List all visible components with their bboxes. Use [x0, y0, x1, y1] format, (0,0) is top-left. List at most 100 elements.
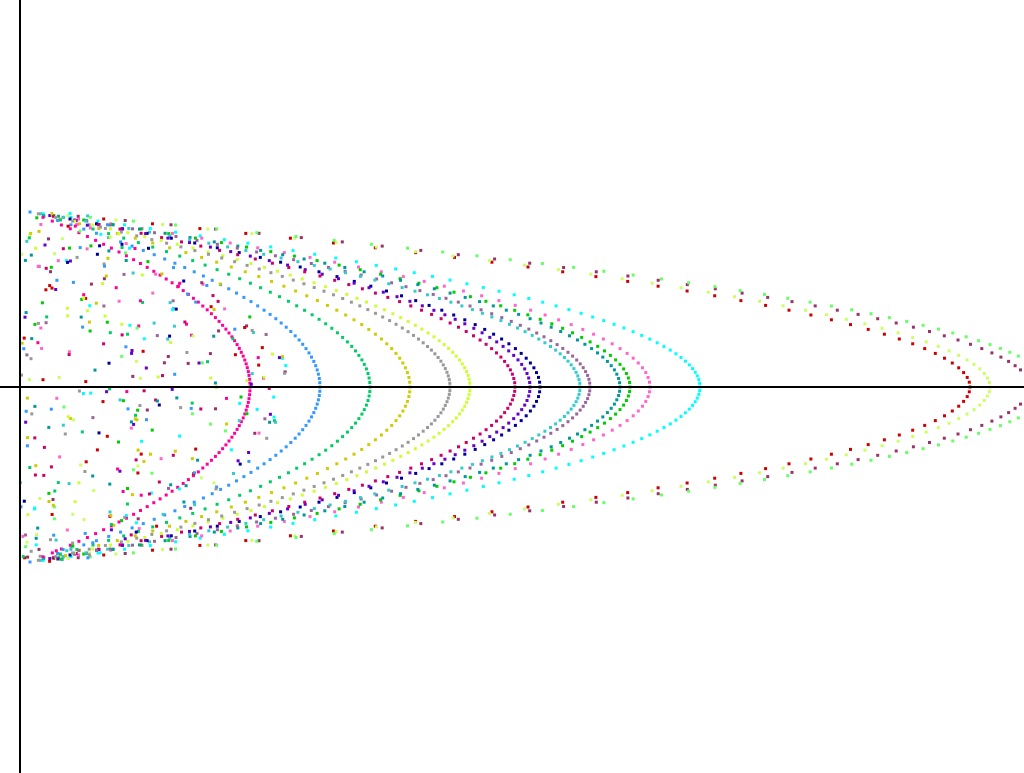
data-point — [123, 223, 126, 227]
data-point — [249, 262, 253, 265]
data-point — [360, 358, 364, 362]
data-point — [40, 301, 44, 305]
data-point — [588, 381, 592, 385]
data-point — [412, 333, 415, 337]
data-point — [155, 334, 159, 338]
data-point — [51, 214, 55, 218]
data-point — [108, 235, 112, 239]
data-point — [205, 462, 209, 466]
data-point — [395, 475, 399, 479]
data-point — [212, 334, 216, 338]
data-point — [998, 424, 1002, 428]
data-point — [257, 267, 261, 271]
data-point — [192, 270, 196, 274]
data-point — [312, 263, 316, 267]
data-point — [569, 323, 573, 327]
data-point — [159, 457, 163, 461]
data-point — [39, 558, 43, 562]
data-point — [360, 287, 364, 291]
data-point — [109, 528, 113, 532]
data-point — [48, 557, 52, 560]
data-point — [641, 404, 644, 408]
data-point — [512, 353, 516, 357]
data-point — [130, 493, 134, 497]
data-point — [307, 351, 311, 355]
data-point — [87, 551, 91, 555]
data-point — [198, 543, 202, 547]
data-point — [279, 321, 283, 325]
data-point — [26, 555, 30, 559]
data-point — [480, 476, 484, 480]
data-point — [398, 300, 402, 304]
data-point — [171, 308, 175, 312]
data-point — [135, 418, 139, 422]
data-point — [96, 223, 100, 227]
data-point — [809, 313, 813, 317]
data-point — [978, 403, 982, 407]
data-point — [527, 327, 531, 331]
data-point — [887, 454, 891, 458]
data-point — [478, 470, 482, 474]
data-point — [928, 441, 931, 444]
data-point — [118, 398, 122, 402]
data-point — [170, 489, 174, 493]
data-point — [554, 304, 558, 308]
data-point — [758, 471, 761, 475]
data-point — [625, 419, 629, 423]
data-point — [173, 372, 177, 376]
data-point — [278, 475, 281, 479]
data-point — [156, 375, 160, 379]
data-point — [624, 399, 628, 402]
data-point — [120, 333, 124, 337]
data-point — [183, 320, 187, 324]
data-point — [179, 245, 183, 249]
data-point — [990, 351, 994, 355]
data-point — [549, 339, 553, 343]
data-point — [260, 346, 264, 350]
data-point — [282, 284, 286, 288]
data-point — [88, 226, 92, 230]
data-point — [22, 347, 26, 351]
data-point — [588, 389, 592, 393]
data-point — [44, 288, 48, 292]
data-point — [344, 457, 348, 461]
data-point — [495, 351, 498, 355]
data-point — [349, 300, 353, 304]
data-point — [250, 372, 254, 376]
data-point — [109, 543, 112, 547]
data-point — [426, 439, 430, 443]
data-point — [518, 323, 522, 327]
data-point — [373, 291, 377, 295]
data-point — [245, 263, 249, 267]
data-point — [136, 517, 140, 521]
data-point — [532, 366, 536, 370]
data-point — [257, 503, 261, 507]
data-point — [510, 398, 514, 402]
data-point — [41, 558, 45, 562]
data-point — [380, 244, 384, 248]
data-point — [590, 347, 594, 351]
data-point — [325, 303, 329, 307]
data-point — [335, 308, 339, 312]
data-point — [317, 500, 321, 504]
data-point — [500, 433, 504, 437]
data-point — [191, 246, 195, 250]
data-point — [679, 484, 683, 488]
data-point — [302, 513, 306, 517]
data-point — [360, 447, 364, 451]
data-point — [543, 313, 547, 317]
data-point — [562, 505, 566, 508]
data-point — [56, 219, 60, 222]
data-point — [212, 308, 216, 312]
data-point — [317, 453, 321, 457]
data-point — [269, 245, 273, 249]
data-point — [126, 487, 129, 490]
data-point — [273, 516, 277, 520]
data-point — [357, 353, 361, 357]
data-point — [273, 419, 276, 423]
data-point — [576, 374, 580, 378]
data-point — [964, 435, 968, 439]
data-point — [245, 404, 249, 408]
data-point — [83, 531, 87, 535]
data-point — [456, 253, 460, 257]
